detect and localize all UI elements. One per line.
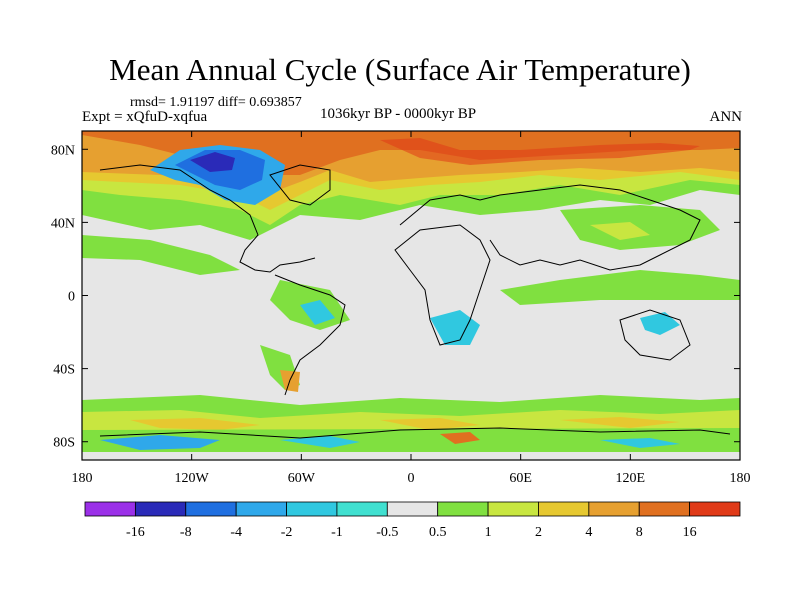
- colorbar-label: -16: [126, 525, 145, 540]
- lat-tick-label: 40S: [53, 363, 75, 378]
- colorbar-label: -8: [180, 525, 192, 540]
- map-title: Mean Annual Cycle (Surface Air Temperatu…: [109, 52, 691, 87]
- colorbar-label: -0.5: [376, 525, 398, 540]
- period-label: 1036kyr BP - 0000kyr BP: [320, 106, 477, 122]
- stats-label: rmsd= 1.91197 diff= 0.693857: [130, 95, 302, 110]
- colorbar-box: [185, 501, 237, 517]
- colorbar-box: [588, 501, 640, 517]
- lon-tick-label: 120E: [616, 471, 646, 486]
- colorbar-label: -1: [331, 525, 343, 540]
- colorbar-box: [336, 501, 388, 517]
- colorbar-label: 2: [535, 525, 542, 540]
- colorbar-box: [487, 501, 539, 517]
- coastlines: [99, 164, 731, 439]
- longitude-axis: 180 120W 60W 0 60E 120E 180: [72, 131, 751, 486]
- latitude-axis: 80N 40N 0 40S 80S: [51, 143, 740, 451]
- colorbar-box: [638, 501, 691, 517]
- colorbar-box: [286, 501, 338, 517]
- colorbar-box: [84, 501, 136, 517]
- lon-tick-label: 60W: [288, 471, 316, 486]
- lat-tick-label: 0: [68, 290, 75, 305]
- colorbar-label: -2: [281, 525, 293, 540]
- lat-tick-label: 80N: [51, 143, 75, 158]
- colorbar-label: -4: [230, 525, 242, 540]
- lon-tick-label: 120W: [175, 471, 210, 486]
- season-label: ANN: [709, 109, 743, 125]
- experiment-label: Expt = xQfuD-xqfua: [82, 109, 208, 125]
- lat-tick-label: 40N: [51, 216, 75, 231]
- lon-tick-label: 60E: [509, 471, 532, 486]
- colorbar-label: 4: [585, 525, 592, 540]
- contour-field: [82, 131, 740, 460]
- colorbar-box: [437, 501, 489, 517]
- colorbar-box: [134, 501, 187, 517]
- lon-tick-label: 0: [408, 471, 415, 486]
- colorbar-label: 8: [636, 525, 643, 540]
- colorbar-box: [235, 501, 287, 517]
- colorbar-box: [386, 501, 439, 517]
- colorbar-box: [689, 501, 741, 517]
- colorbar-box: [538, 501, 590, 517]
- lon-tick-label: 180: [730, 471, 751, 486]
- lon-tick-label: 180: [72, 471, 93, 486]
- colorbar-label: 16: [683, 525, 697, 540]
- lat-tick-label: 80S: [53, 436, 75, 451]
- colorbar-label: 1: [485, 525, 492, 540]
- colorbar: -16 -8 -4 -2 -1 -0.5 0.5 1 2 4 8 16: [84, 501, 741, 540]
- colorbar-label: 0.5: [429, 525, 447, 540]
